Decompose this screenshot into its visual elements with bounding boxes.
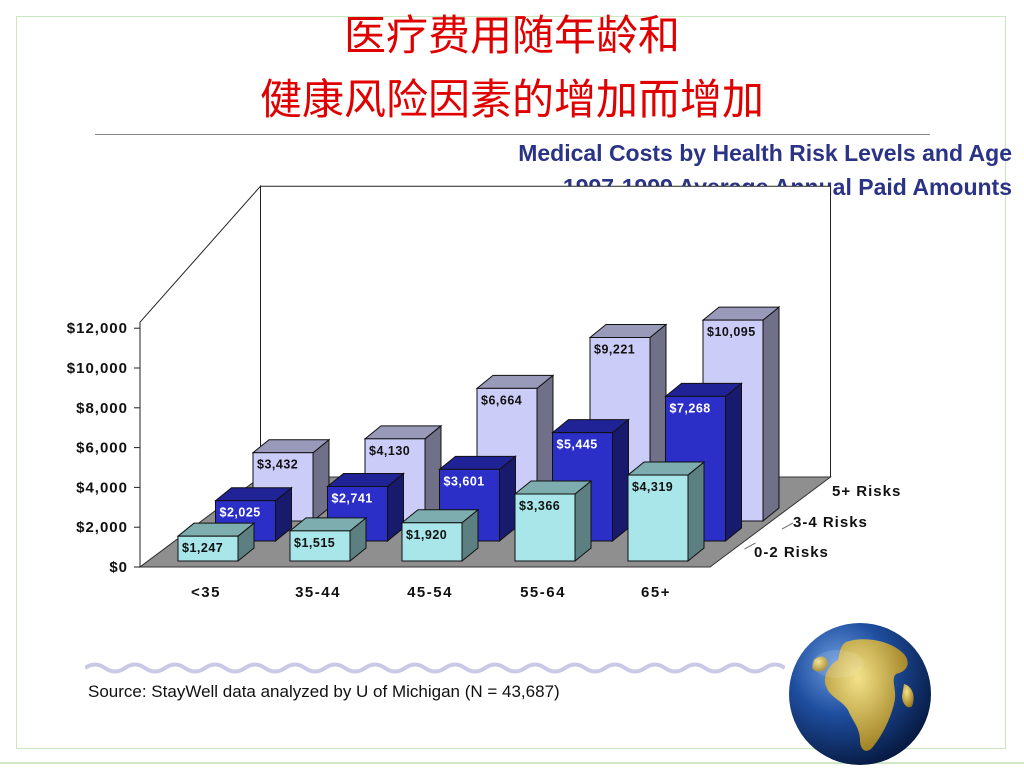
bar — [626, 461, 706, 563]
series-label: 5+ Risks — [832, 483, 901, 500]
globe-icon — [786, 620, 934, 768]
bar-data-label: $3,366 — [519, 499, 560, 513]
bar — [176, 522, 256, 563]
x-tick-label: <35 — [191, 584, 221, 601]
slide-frame — [16, 16, 1006, 749]
title-divider — [95, 134, 930, 135]
y-tick-label: $4,000 — [76, 479, 128, 496]
bar — [400, 508, 480, 563]
bar-data-label: $2,741 — [332, 491, 373, 505]
y-tick-label: $12,000 — [67, 320, 128, 337]
bar-side — [574, 479, 592, 563]
y-tick-label: $8,000 — [76, 400, 128, 417]
bar-data-label: $4,319 — [632, 480, 673, 494]
y-tick-label: $2,000 — [76, 519, 128, 536]
floor-row-divider — [744, 542, 756, 550]
english-title-line-1: Medical Costs by Health Risk Levels and … — [518, 140, 1012, 166]
floor-row-divider — [781, 522, 794, 530]
bar-side — [725, 382, 742, 543]
decorative-wave-divider — [85, 662, 785, 674]
bar — [288, 516, 368, 563]
bar-front — [401, 522, 463, 562]
series-label: 0-2 Risks — [754, 544, 829, 561]
bar-side — [499, 455, 516, 543]
bar-data-label: $4,130 — [369, 444, 410, 458]
bar-side — [687, 461, 705, 563]
bar-data-label: $2,025 — [220, 506, 261, 520]
bar-data-label: $1,247 — [182, 541, 223, 555]
bar-side — [424, 424, 442, 523]
y-tick-label: $6,000 — [76, 440, 128, 457]
bar-data-label: $1,515 — [294, 536, 335, 550]
bar-data-label: $6,664 — [481, 393, 522, 407]
bar-data-label: $3,601 — [444, 474, 485, 488]
chinese-title-line-2: 健康风险因素的增加而增加 — [259, 75, 764, 124]
x-tick-label: 35-44 — [295, 584, 341, 601]
x-tick-label: 45-54 — [407, 584, 453, 601]
x-tick-label: 55-64 — [520, 584, 566, 601]
bar-front — [627, 474, 689, 562]
bar-data-label: $9,221 — [594, 343, 635, 357]
bar-data-label: $5,445 — [557, 438, 598, 452]
y-tick-label: $0 — [109, 559, 128, 576]
bar-front — [514, 493, 576, 562]
bar-front — [289, 530, 351, 562]
x-tick-label: 65+ — [641, 584, 671, 601]
series-label: 3-4 Risks — [793, 514, 868, 531]
bar-data-label: $10,095 — [707, 325, 756, 339]
source-note: Source: StayWell data analyzed by U of M… — [88, 682, 560, 701]
bar — [513, 479, 593, 563]
bar-data-label: $1,920 — [406, 528, 447, 542]
bar-side — [762, 306, 780, 523]
bar-side — [312, 438, 330, 523]
bar-data-label: $7,268 — [670, 401, 711, 415]
chinese-title-line-1: 医疗费用随年龄和 — [343, 11, 680, 60]
bar-front — [177, 535, 239, 562]
bar-side — [612, 418, 629, 543]
bar-data-label: $3,432 — [257, 458, 298, 472]
bottom-rule — [0, 762, 1024, 764]
y-tick-label: $10,000 — [67, 360, 128, 377]
